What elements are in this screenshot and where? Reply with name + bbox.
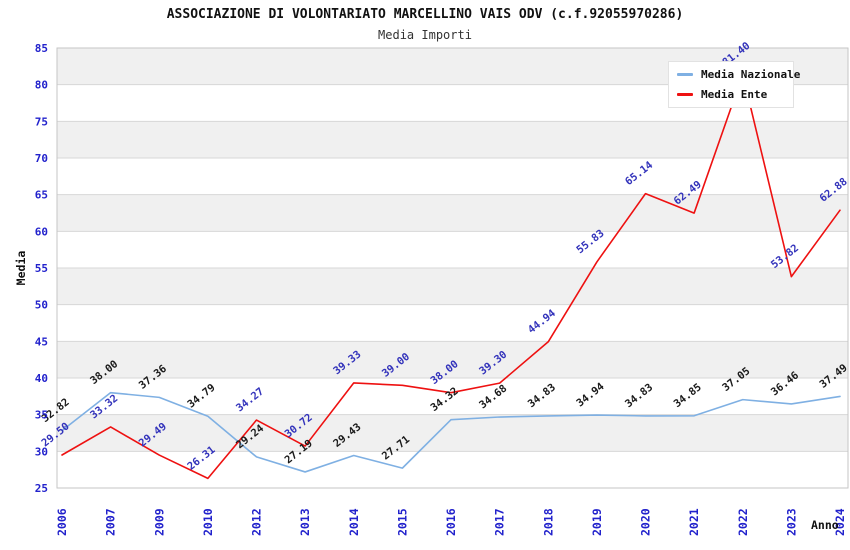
x-tick-label: 2024 <box>833 508 847 536</box>
y-tick-label: 80 <box>35 79 48 92</box>
x-tick-label: 2018 <box>541 508 555 536</box>
y-tick-label: 60 <box>35 225 48 238</box>
plot-band <box>57 451 848 488</box>
plot-band <box>57 304 848 342</box>
y-axis-title: Media <box>14 251 28 286</box>
y-tick-label: 75 <box>35 115 48 128</box>
y-tick-label: 85 <box>35 42 48 55</box>
plot-band <box>57 158 848 195</box>
x-tick-label: 2019 <box>590 508 604 536</box>
x-tick-label: 2016 <box>444 508 458 536</box>
x-tick-label: 2006 <box>55 508 69 536</box>
y-tick-label: 25 <box>35 482 48 495</box>
plot-band <box>57 341 848 378</box>
series-line-media-nazionale <box>61 391 841 473</box>
legend-item-media-nazionale: Media Nazionale <box>677 68 800 81</box>
legend-label: Media Ente <box>701 88 768 101</box>
x-tick-label: 2014 <box>347 508 361 536</box>
y-tick-label: 50 <box>35 299 48 312</box>
legend-label: Media Nazionale <box>701 68 801 81</box>
x-tick-label: 2021 <box>687 508 701 536</box>
chart-legend: Media Nazionale Media Ente <box>668 61 800 108</box>
x-tick-label: 2023 <box>784 508 798 536</box>
x-tick-label: 2015 <box>395 508 409 536</box>
y-tick-label: 35 <box>35 409 48 422</box>
y-tick-label: 30 <box>35 445 48 458</box>
plot-band <box>57 121 848 158</box>
y-tick-label: 65 <box>35 189 48 202</box>
ente-line-swatch-icon <box>677 93 693 96</box>
x-tick-label: 2010 <box>201 508 215 536</box>
chart-subtitle: Media Importi <box>378 28 472 42</box>
plot-border <box>56 47 849 489</box>
x-tick-label: 2012 <box>250 508 264 536</box>
x-tick-label: 2007 <box>104 508 118 536</box>
x-axis-title: Anno <box>811 518 839 532</box>
plot-band <box>57 194 848 232</box>
plot-band <box>57 231 848 268</box>
x-tick-label: 2009 <box>152 508 166 536</box>
nazionale-line-swatch-icon <box>677 73 693 76</box>
x-tick-label: 2022 <box>736 508 750 536</box>
y-tick-label: 45 <box>35 335 48 348</box>
series-line-media-ente <box>61 73 841 480</box>
y-tick-label: 70 <box>35 152 48 165</box>
y-tick-label: 40 <box>35 372 48 385</box>
plot-band <box>57 414 848 452</box>
plot-band <box>57 268 848 305</box>
y-tick-label: 55 <box>35 262 48 275</box>
x-tick-label: 2017 <box>493 508 507 536</box>
chart-title: ASSOCIAZIONE DI VOLONTARIATO MARCELLINO … <box>166 7 684 22</box>
x-tick-label: 2020 <box>639 508 653 536</box>
x-tick-label: 2013 <box>298 508 312 536</box>
legend-item-media-ente: Media Ente <box>677 88 785 101</box>
